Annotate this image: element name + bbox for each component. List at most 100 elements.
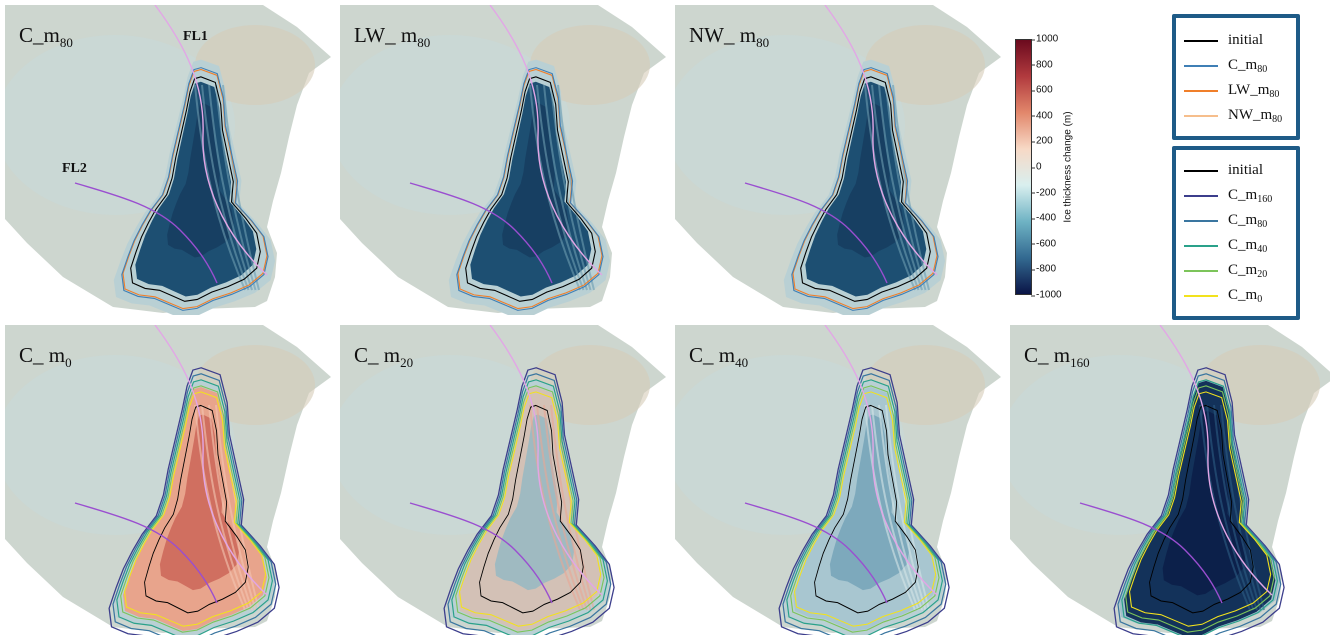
map-panel-NW_m80: NW_ m80 <box>675 5 1005 315</box>
ice-thickness-map <box>5 5 335 315</box>
panel-title-subscript: 80 <box>756 35 770 50</box>
legend-label-prefix: initial <box>1228 32 1263 48</box>
legend-label-prefix: C_m <box>1228 187 1258 203</box>
legend-label-prefix: LW_m <box>1228 82 1270 98</box>
legend-label: C_m160 <box>1228 187 1272 205</box>
legend-label-prefix: C_m <box>1228 237 1258 253</box>
legend-line-swatch <box>1184 90 1218 92</box>
ice-thickness-map <box>5 325 335 635</box>
legend-label-prefix: NW_m <box>1228 107 1273 123</box>
panel-title: C_ m20 <box>354 343 413 371</box>
legend-label: C_m80 <box>1228 212 1267 230</box>
legend-label-subscript: 160 <box>1257 194 1273 205</box>
panel-title-subscript: 80 <box>417 35 431 50</box>
legend-label-subscript: 80 <box>1269 89 1280 100</box>
panel-title: C_ m40 <box>689 343 748 371</box>
panel-title-subscript: 160 <box>1070 355 1090 370</box>
legend-label-prefix: C_m <box>1228 212 1258 228</box>
legend-item: C_m0 <box>1176 284 1296 309</box>
ice-thickness-map <box>340 325 670 635</box>
legend-label: initial <box>1228 32 1263 50</box>
panel-title-subscript: 20 <box>400 355 414 370</box>
fl2-label: FL2 <box>62 161 87 176</box>
panel-title-subscript: 80 <box>59 35 73 50</box>
legend-item: NW_m80 <box>1176 104 1296 129</box>
legend-item: initial <box>1176 29 1296 54</box>
fl1-label: FL1 <box>183 29 208 44</box>
legend-line-swatch <box>1184 220 1218 222</box>
legend-item: initial <box>1176 159 1296 184</box>
legend-line-swatch <box>1184 245 1218 247</box>
ice-thickness-map <box>340 5 670 315</box>
legend-item: C_m160 <box>1176 184 1296 209</box>
panel-title: C_ m0 <box>19 343 72 371</box>
legend-label-subscript: 0 <box>1257 294 1263 305</box>
legend-label-prefix: C_m <box>1228 287 1258 303</box>
legend-label: initial <box>1228 162 1263 180</box>
colorbar-tick-label: -200 <box>1030 187 1057 199</box>
colorbar-tick-label: 200 <box>1031 135 1053 147</box>
panel-title: C_ m160 <box>1024 343 1090 371</box>
panel-title-prefix: LW_ m <box>354 23 418 47</box>
legend-item: C_m20 <box>1176 259 1296 284</box>
legend-line-swatch <box>1184 115 1218 117</box>
colorbar-label: Ice thickness change (m) <box>1062 111 1074 223</box>
legend-label-prefix: C_m <box>1228 262 1258 278</box>
map-panel-LW_m80: LW_ m80 <box>340 5 670 315</box>
legend-item: C_m40 <box>1176 234 1296 259</box>
panel-title: C_m80 <box>19 23 73 51</box>
legend-line-swatch <box>1184 270 1218 272</box>
legend-line-swatch <box>1184 65 1218 67</box>
colorbar-tick-label: 0 <box>1031 161 1042 173</box>
legend-label: LW_m80 <box>1228 82 1279 100</box>
colorbar-tick-label: 800 <box>1031 59 1053 71</box>
panel-title-prefix: C_m <box>19 23 60 47</box>
map-panel-C_m0: C_ m0 <box>5 325 335 635</box>
colorbar-tick-label: -600 <box>1030 238 1057 250</box>
panel-title-prefix: C_ m <box>354 343 401 367</box>
legend-label: C_m0 <box>1228 287 1262 305</box>
panel-title-subscript: 0 <box>65 355 72 370</box>
legend-label-prefix: C_m <box>1228 57 1258 73</box>
colorbar-tick-label: -400 <box>1030 212 1057 224</box>
colorbar-tick-label: -800 <box>1030 263 1057 275</box>
panel-title: LW_ m80 <box>354 23 430 51</box>
legend-item: C_m80 <box>1176 209 1296 234</box>
legend-item: LW_m80 <box>1176 79 1296 104</box>
legend-line-swatch <box>1184 195 1218 197</box>
legend-line-swatch <box>1184 40 1218 42</box>
colorbar <box>1015 39 1032 295</box>
ice-thickness-map <box>1010 325 1330 635</box>
panel-title-prefix: C_ m <box>19 343 66 367</box>
panel-title-prefix: NW_ m <box>689 23 757 47</box>
legend-label: NW_m80 <box>1228 107 1282 125</box>
legend-label-prefix: initial <box>1228 162 1263 178</box>
legend-label-subscript: 80 <box>1257 64 1268 75</box>
legend-line-swatch <box>1184 170 1218 172</box>
legend-item: C_m80 <box>1176 54 1296 79</box>
ice-thickness-map <box>675 5 1005 315</box>
panel-title-subscript: 40 <box>735 355 749 370</box>
legend-label: C_m40 <box>1228 237 1267 255</box>
map-panel-C_m20: C_ m20 <box>340 325 670 635</box>
legend-label-subscript: 40 <box>1257 244 1268 255</box>
panel-title: NW_ m80 <box>689 23 769 51</box>
ice-thickness-map <box>675 325 1005 635</box>
legend-label: C_m80 <box>1228 57 1267 75</box>
map-panel-C_m40: C_ m40 <box>675 325 1005 635</box>
map-panel-C_m160: C_ m160 <box>1010 325 1330 635</box>
map-panel-C_m80: C_m80 <box>5 5 335 315</box>
legend-label: C_m20 <box>1228 262 1267 280</box>
legend-label-subscript: 80 <box>1272 114 1283 125</box>
colorbar-tick-label: 1000 <box>1030 33 1059 45</box>
legend-bottom: initial C_m160 C_m80 C_m40 C_m20 C_m0 <box>1172 146 1300 320</box>
legend-top: initial C_m80 LW_m80 NW_m80 <box>1172 14 1300 140</box>
panel-title-prefix: C_ m <box>1024 343 1071 367</box>
colorbar-tick-label: 600 <box>1031 84 1053 96</box>
legend-label-subscript: 20 <box>1257 269 1268 280</box>
colorbar-tick-label: -1000 <box>1031 289 1062 301</box>
legend-label-subscript: 80 <box>1257 219 1268 230</box>
legend-line-swatch <box>1184 295 1218 297</box>
panel-title-prefix: C_ m <box>689 343 736 367</box>
colorbar-tick-label: 400 <box>1031 110 1053 122</box>
